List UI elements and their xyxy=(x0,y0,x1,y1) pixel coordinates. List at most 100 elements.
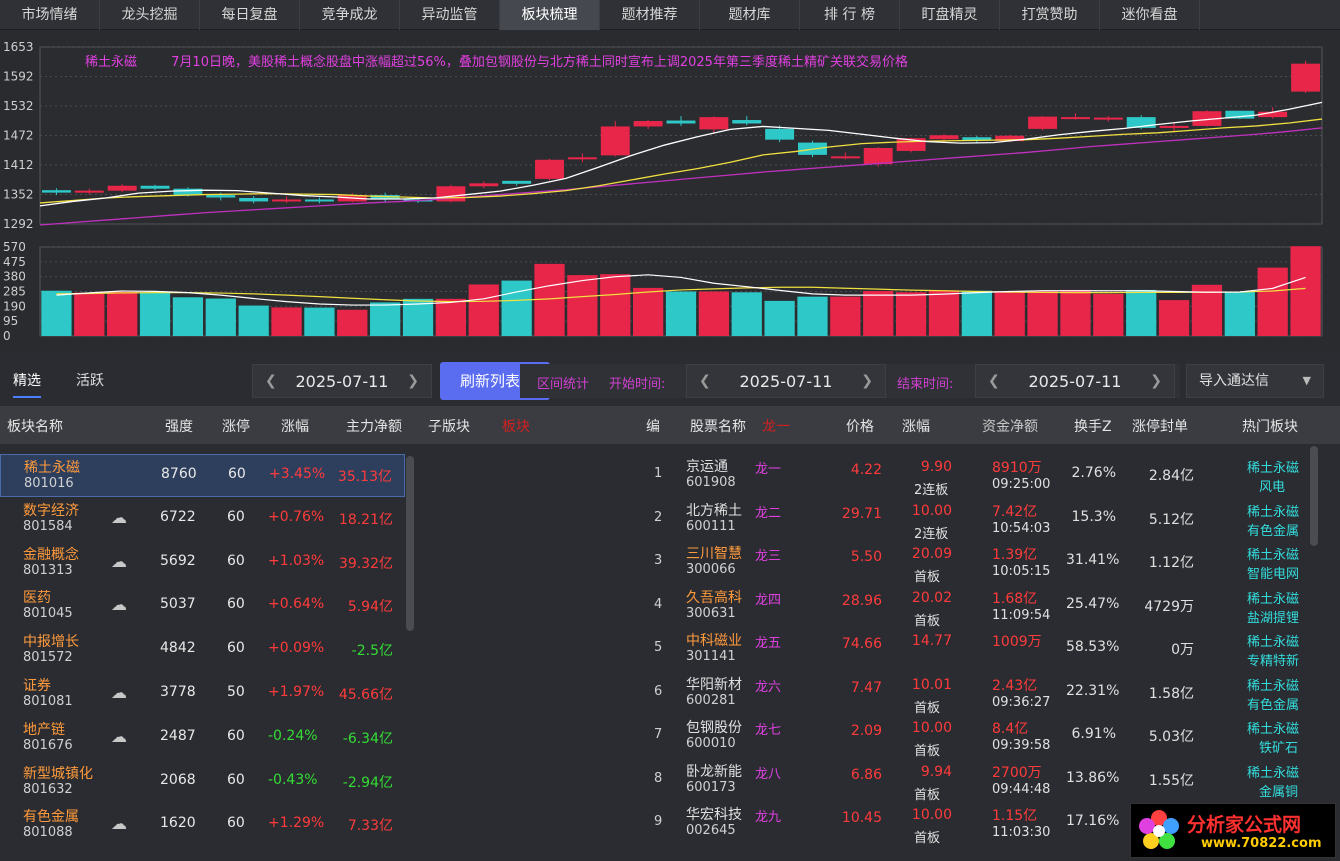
tab-0[interactable]: 市场情绪 xyxy=(0,0,100,30)
cloud-download-icon[interactable]: ☁ xyxy=(111,595,127,615)
date-picker-main[interactable]: ❮ 2025-07-11 ❯ xyxy=(252,364,432,398)
sector-row[interactable]: 地产链 801676 ☁ 2487 60 -0.24% -6.34亿 xyxy=(0,717,405,760)
volume-bar xyxy=(764,300,795,336)
volume-bar xyxy=(337,309,368,336)
tab-5[interactable]: 板块梳理 xyxy=(500,0,600,30)
hot-sector-1[interactable]: 稀土永磁 xyxy=(1247,591,1300,607)
candle-body xyxy=(1159,125,1189,128)
stock-scrollbar[interactable] xyxy=(1310,446,1318,546)
cloud-download-icon[interactable]: ☁ xyxy=(111,507,127,527)
cloud-download-icon[interactable]: ☁ xyxy=(111,683,127,702)
hot-sector-1[interactable]: 稀土永磁 xyxy=(1247,504,1300,520)
col-net-flow[interactable]: 主力净额 xyxy=(346,419,402,435)
stock-row[interactable]: 3 三川智慧 300066 龙三 5.50 20.09 首板 1.39亿 10:05:15 31.… xyxy=(636,541,1326,585)
col-limit-up[interactable]: 涨停 xyxy=(222,419,250,435)
stock-code: 600173 xyxy=(686,779,736,795)
sector-row[interactable]: 中报增长 801572 4842 60 +0.09% -2.5亿 xyxy=(0,629,405,672)
hot-sector-2[interactable]: 专精特新 xyxy=(1247,654,1300,669)
sector-scrollbar[interactable] xyxy=(406,456,414,631)
col-price[interactable]: 价格 xyxy=(846,419,874,435)
col-dragon-tag: 龙一 xyxy=(762,419,790,435)
sector-row[interactable]: 新型城镇化 801632 2068 60 -0.43% -2.94亿 xyxy=(0,761,405,804)
sector-row[interactable]: 有色金属 801088 ☁ 1620 60 +1.29% 7.33亿 xyxy=(0,804,405,847)
stock-row[interactable]: 4 久吾高科 300631 龙四 28.96 20.02 首板 1.68亿 11:09:54 25… xyxy=(636,585,1326,629)
volume-tick-label: 475 xyxy=(3,255,26,269)
hot-sector-1[interactable]: 稀土永磁 xyxy=(1247,765,1300,781)
tab-7[interactable]: 题材库 xyxy=(700,0,800,30)
end-prev-icon[interactable]: ❮ xyxy=(988,373,1000,389)
col-fund-net[interactable]: 资金净额 xyxy=(982,419,1038,435)
stock-name: 卧龙新能 xyxy=(686,763,742,780)
seal-amount: 4729万 xyxy=(1144,598,1194,615)
tab-11[interactable]: 迷你看盘 xyxy=(1100,0,1200,30)
tab-1[interactable]: 龙头挖掘 xyxy=(100,0,200,30)
col-seal[interactable]: 涨停封单 xyxy=(1132,419,1188,435)
start-date-picker[interactable]: ❮ 2025-07-11 ❯ xyxy=(686,364,886,398)
hot-sector-1[interactable]: 稀土永磁 xyxy=(1247,635,1300,650)
sector-net-flow: 35.13亿 xyxy=(337,469,392,485)
stock-row[interactable]: 1 京运通 601908 龙一 4.22 9.90 2连板 8910万 09:25:00 2.76… xyxy=(636,454,1326,498)
stock-row[interactable]: 5 中科磁业 301141 龙五 74.66 14.77 1009万 58.53% 0万 稀土永磁… xyxy=(636,628,1326,671)
hot-sector-1[interactable]: 稀土永磁 xyxy=(1247,461,1300,476)
next-date-icon[interactable]: ❯ xyxy=(407,373,419,389)
tab-10[interactable]: 打赏赞助 xyxy=(1000,0,1100,30)
tab-4[interactable]: 异动监管 xyxy=(400,0,500,30)
col-turnover[interactable]: 换手Z xyxy=(1074,419,1112,435)
sector-code: 801045 xyxy=(23,606,73,622)
tab-8[interactable]: 排 行 榜 xyxy=(800,0,900,30)
candle-body xyxy=(666,120,696,124)
subtab-selected[interactable]: 精选 xyxy=(13,370,41,398)
stock-change: 10.01 xyxy=(911,676,952,693)
subtab-active[interactable]: 活跃 xyxy=(76,373,104,389)
hot-sector-2[interactable]: 金属铜 xyxy=(1259,784,1299,800)
col-change[interactable]: 涨幅 xyxy=(281,419,309,435)
range-stat-label: 区间统计 xyxy=(537,377,590,392)
sector-row[interactable]: 稀土永磁 801016 8760 60 +3.45% 35.13亿 xyxy=(0,454,405,497)
sector-row[interactable]: 数字经济 801584 ☁ 6722 60 +0.76% 18.21亿 xyxy=(0,498,405,541)
col-change-pct[interactable]: 涨幅 xyxy=(902,419,930,435)
price-tick-label: 1352 xyxy=(3,188,34,202)
prev-date-icon[interactable]: ❮ xyxy=(265,373,277,389)
sector-row[interactable]: 证券 801081 ☁ 3778 50 +1.97% 45.66亿 xyxy=(0,673,405,716)
stock-row[interactable]: 2 北方稀土 600111 龙二 29.71 10.00 2连板 7.42亿 10:54:03 1… xyxy=(636,498,1326,542)
stock-code: 301141 xyxy=(686,649,736,664)
hot-sector-2[interactable]: 风电 xyxy=(1259,480,1286,495)
end-next-icon[interactable]: ❯ xyxy=(1150,373,1162,389)
start-next-icon[interactable]: ❯ xyxy=(861,373,873,389)
end-date-picker[interactable]: ❮ 2025-07-11 ❯ xyxy=(975,364,1175,398)
stock-row[interactable]: 7 包钢股份 600010 龙七 2.09 10.00 首板 8.4亿 09:39:58 6.91… xyxy=(636,715,1326,759)
col-index[interactable]: 编 xyxy=(646,419,660,435)
hot-sector-2[interactable]: 有色金属 xyxy=(1247,523,1300,539)
export-tdx-dropdown[interactable]: 导入通达信 ▼ xyxy=(1186,364,1324,398)
cloud-download-icon[interactable]: ☁ xyxy=(111,551,127,571)
hot-sector-2[interactable]: 智能电网 xyxy=(1247,567,1300,582)
stock-row[interactable]: 9 华宏科技 002645 龙九 10.45 10.00 首板 1.15亿 11:03:30 17… xyxy=(636,802,1326,846)
start-date-value: 2025-07-11 xyxy=(739,371,833,391)
limit-time: 09:39:58 xyxy=(992,738,1051,753)
cloud-download-icon[interactable]: ☁ xyxy=(111,726,127,746)
col-sector-name[interactable]: 板块名称 xyxy=(7,419,63,435)
sector-row[interactable]: 医药 801045 ☁ 5037 60 +0.64% 5.94亿 xyxy=(0,585,405,628)
turnover-rate: 6.91% xyxy=(1071,726,1116,742)
start-prev-icon[interactable]: ❮ xyxy=(699,373,711,389)
stock-row[interactable]: 8 卧龙新能 600173 龙八 6.86 9.94 首板 2700万 09:44:48 13.8… xyxy=(636,759,1326,803)
hot-sector-2[interactable]: 盐湖提锂 xyxy=(1247,610,1300,626)
tab-6[interactable]: 题材推荐 xyxy=(600,0,700,30)
col-stock-name[interactable]: 股票名称 xyxy=(690,419,746,435)
tab-2[interactable]: 每日复盘 xyxy=(200,0,300,30)
hot-sector-2[interactable]: 铁矿石 xyxy=(1259,741,1299,756)
col-hot-sector[interactable]: 热门板块 xyxy=(1242,419,1298,435)
stock-row[interactable]: 6 华阳新材 600281 龙六 7.47 10.01 首板 2.43亿 09:36:27 22.… xyxy=(636,672,1326,716)
hot-sector-1[interactable]: 稀土永磁 xyxy=(1247,678,1300,694)
col-strength[interactable]: 强度 xyxy=(165,419,193,435)
hot-sector-1[interactable]: 稀土永磁 xyxy=(1247,722,1300,737)
sub-sector-panel: 子版块 板块 xyxy=(418,406,636,861)
board-count: 首板 xyxy=(914,570,941,585)
stock-price: 74.66 xyxy=(841,636,882,652)
hot-sector-1[interactable]: 稀土永磁 xyxy=(1247,548,1300,563)
sector-row[interactable]: 金融概念 801313 ☁ 5692 60 +1.03% 39.32亿 xyxy=(0,542,405,585)
tab-9[interactable]: 盯盘精灵 xyxy=(900,0,1000,30)
hot-sector-2[interactable]: 有色金属 xyxy=(1247,697,1300,713)
tab-3[interactable]: 竞争成龙 xyxy=(300,0,400,30)
cloud-download-icon[interactable]: ☁ xyxy=(111,814,127,834)
